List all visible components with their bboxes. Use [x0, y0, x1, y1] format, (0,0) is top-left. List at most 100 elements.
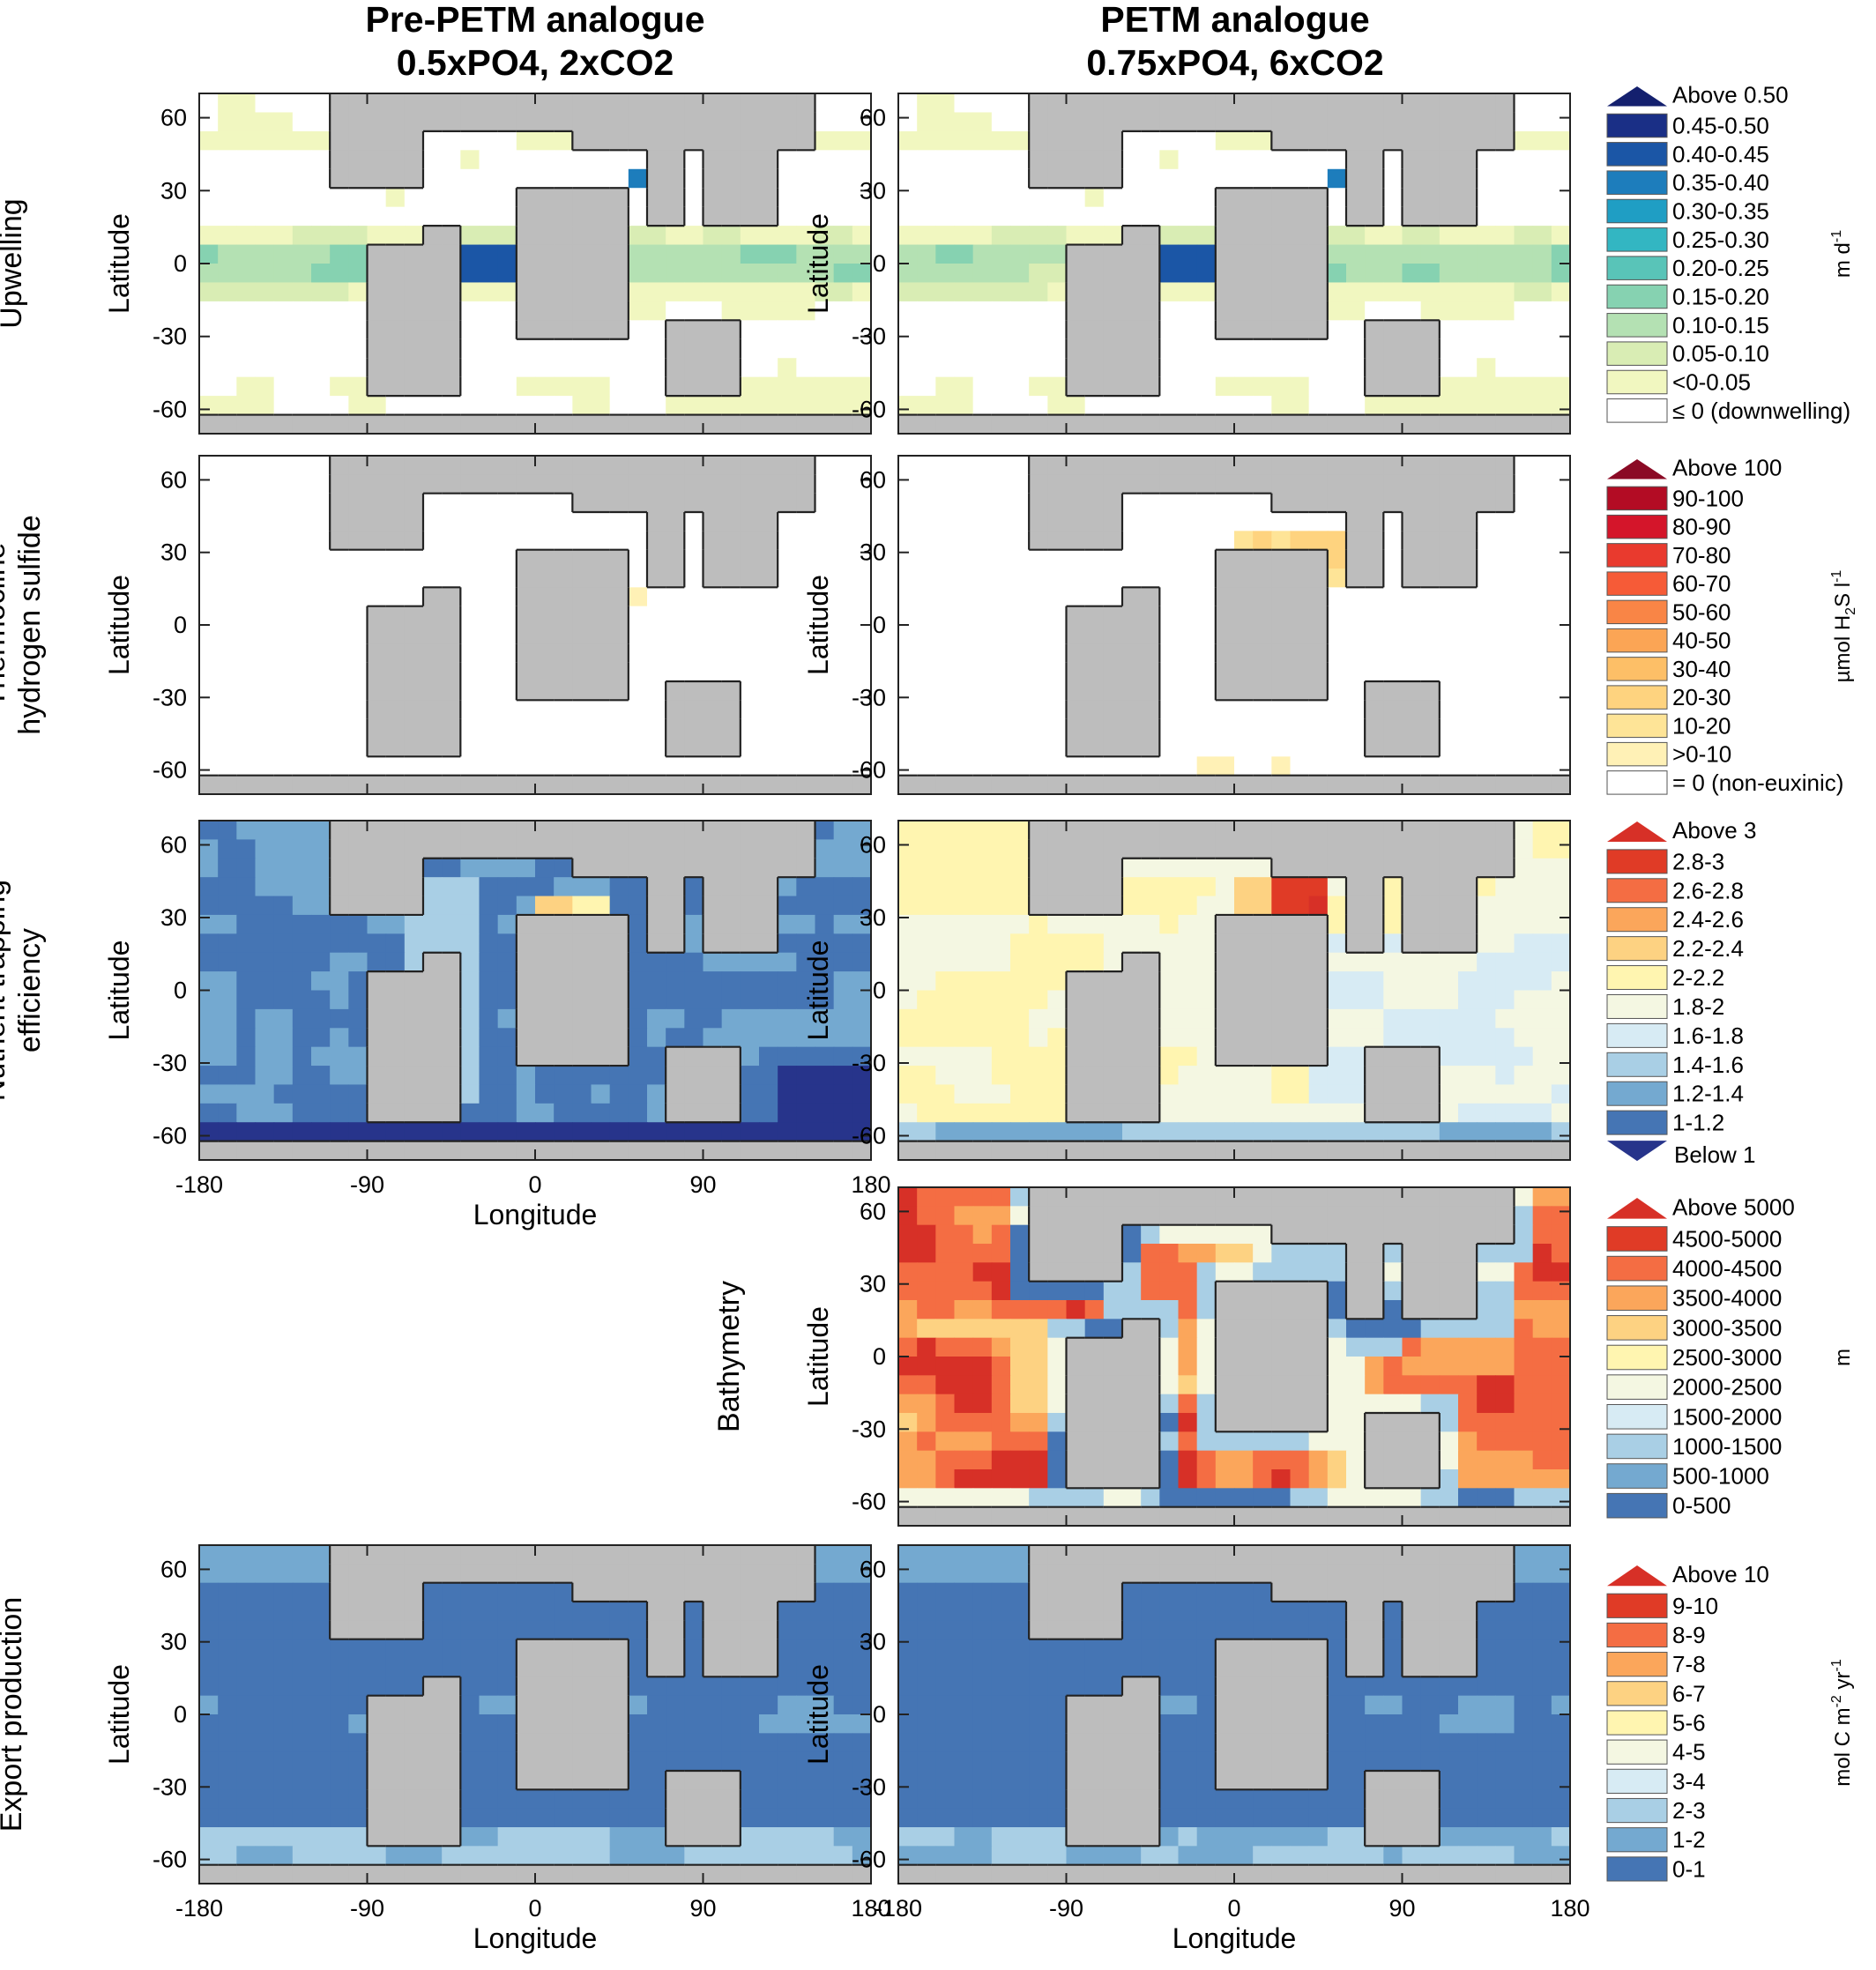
map-cell: [778, 933, 797, 954]
map-cell: [535, 456, 555, 475]
map-cell: [572, 320, 592, 340]
map-cell: [898, 130, 918, 151]
map-cell: [535, 606, 555, 626]
map-cell: [273, 662, 294, 682]
map-cell: [1402, 896, 1422, 916]
map-cell: [1047, 320, 1068, 340]
map-cell: [572, 933, 592, 954]
map-cell: [1551, 130, 1571, 151]
map-cell: [703, 1028, 723, 1048]
map-cell: [609, 130, 629, 151]
map-cell: [759, 1046, 778, 1067]
map-cell: [852, 952, 872, 972]
map-cell: [1290, 320, 1310, 340]
map-cell: [1066, 756, 1086, 777]
map-cell: [423, 1066, 443, 1086]
map-cell: [255, 1141, 275, 1161]
map-cell: [1047, 681, 1068, 701]
map-cell: [1159, 914, 1180, 934]
map-cell: [199, 606, 219, 626]
map-cell: [1010, 1066, 1030, 1086]
map-cell: [442, 1008, 461, 1029]
map-cell: [852, 414, 872, 435]
map-cell: [1420, 512, 1440, 532]
map-cell: [1159, 718, 1180, 739]
map-cell: [1178, 877, 1198, 897]
map-cell: [833, 625, 853, 644]
map-cell: [1532, 396, 1552, 416]
longitude-axis-label: Longitude: [473, 1199, 598, 1230]
map-cell: [935, 206, 956, 227]
map-cell: [1458, 990, 1478, 1010]
map-cell: [572, 821, 592, 840]
map-cell: [917, 226, 936, 246]
map-cell: [1253, 569, 1272, 588]
map-cell: [1253, 512, 1272, 532]
map-cell: [348, 662, 368, 682]
map-cell: [833, 1028, 853, 1048]
map-cell: [759, 396, 778, 416]
map-cell: [666, 1122, 685, 1142]
map-cell: [273, 775, 294, 795]
map-cell: [721, 858, 741, 878]
map-cell: [721, 282, 741, 302]
map-cell: [516, 376, 536, 397]
map-cell: [1532, 1103, 1552, 1123]
map-cell: [404, 549, 424, 569]
map-cell: [1271, 396, 1292, 416]
map-cell: [991, 821, 1011, 840]
map-cell: [628, 971, 648, 992]
map-cell: [815, 264, 835, 284]
map-cell: [1365, 606, 1384, 626]
map-cell: [833, 738, 853, 757]
map-cell: [199, 587, 219, 607]
map-cell: [1532, 662, 1552, 682]
map-cell: [442, 264, 461, 284]
map-cell: [1458, 606, 1478, 626]
map-cell: [591, 1084, 611, 1104]
map-cell: [292, 1046, 312, 1067]
map-cell: [367, 396, 387, 416]
map-cell: [311, 396, 331, 416]
map-cell: [1477, 569, 1496, 588]
map-cell: [1253, 718, 1272, 739]
lat-tick-label: 60: [860, 466, 886, 493]
map-cell: [1458, 858, 1478, 878]
map-cell: [292, 338, 312, 359]
map-cell: [1402, 625, 1422, 644]
map-cell: [609, 414, 629, 435]
map-cell: [311, 206, 331, 227]
map-cell: [1010, 1046, 1030, 1067]
map-cell: [684, 168, 704, 189]
map-cell: [1159, 358, 1180, 378]
map-cell: [935, 549, 956, 569]
map-cell: [703, 150, 723, 170]
map-cell: [236, 320, 257, 340]
map-cell: [330, 569, 349, 588]
map-cell: [1532, 130, 1552, 151]
map-cell: [833, 320, 853, 340]
map-cell: [516, 338, 536, 359]
map-cell: [1290, 839, 1310, 859]
map-cell: [1477, 282, 1496, 302]
map-cell: [972, 206, 993, 227]
map-cell: [1178, 625, 1198, 644]
map-cell: [367, 1084, 387, 1104]
map-cell: [1308, 990, 1329, 1010]
map-cell: [666, 512, 685, 532]
map-cell: [1122, 282, 1142, 302]
map-cell: [647, 93, 666, 114]
map-cell: [330, 933, 349, 954]
map-cell: [442, 569, 461, 588]
map-cell: [423, 320, 443, 340]
map-cell: [516, 775, 536, 795]
map-cell: [535, 226, 555, 246]
map-cell: [778, 839, 797, 859]
map-cell: [852, 1066, 872, 1086]
map-cell: [1010, 414, 1030, 435]
map-cell: [703, 531, 723, 551]
map-cell: [759, 839, 778, 859]
map-cell: [1066, 376, 1086, 397]
map-cell: [647, 662, 666, 682]
map-cell: [404, 376, 424, 397]
